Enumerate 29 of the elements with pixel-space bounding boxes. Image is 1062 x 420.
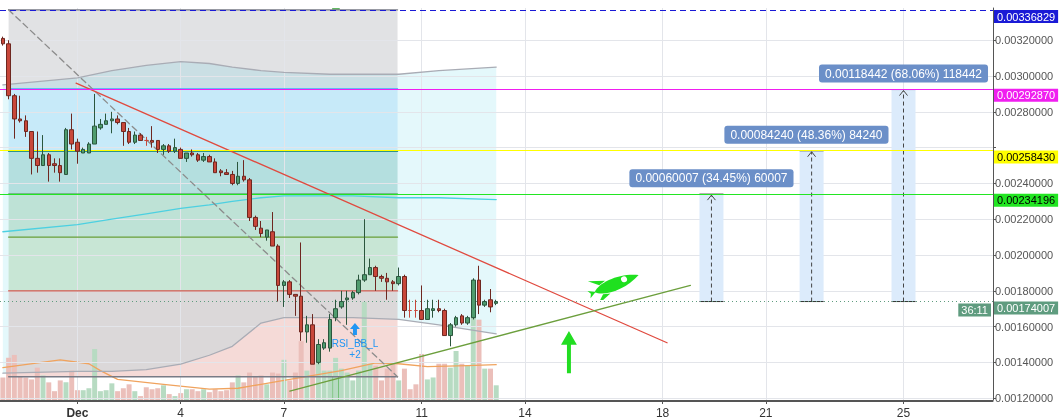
annotation: +2 xyxy=(349,349,362,361)
x-tick-label: 18 xyxy=(655,406,670,420)
y-tick-label: 0.00140000 xyxy=(995,356,1054,369)
annotation: 36:11 xyxy=(961,303,988,316)
ref-line-label: 0.00258430 xyxy=(997,150,1056,163)
x-tick-label: Dec xyxy=(66,406,89,420)
data-label: 0.00060007 (34.45%) 60007 xyxy=(635,171,788,186)
ref-line-label: 0.00336829 xyxy=(997,10,1056,23)
x-tick-label: 4 xyxy=(177,406,185,420)
y-tick-label: 0.00320000 xyxy=(995,34,1054,47)
data-label: 0.00084240 (48.36%) 84240 xyxy=(730,127,883,142)
data-label: 0.00118442 (68.06%) 118442 xyxy=(824,66,983,81)
y-tick-label: 0.00160000 xyxy=(995,320,1054,333)
y-tick-label: 0.00280000 xyxy=(995,105,1054,118)
ref-line-label: 0.00234196 xyxy=(997,194,1056,207)
x-tick-label: 21 xyxy=(759,406,773,420)
y-tick-label: 0.00180000 xyxy=(995,284,1054,297)
x-tick-label: 25 xyxy=(896,406,911,420)
y-tick-label: 0.00220000 xyxy=(995,213,1054,226)
y-tick-label: 0.00240000 xyxy=(995,177,1054,190)
y-tick-label: 0.00300000 xyxy=(995,70,1054,83)
x-tick-label: 11 xyxy=(415,406,429,420)
ref-line-label: 0.00292870 xyxy=(997,89,1056,102)
annotation: RSI_BB_L xyxy=(331,337,379,349)
x-tick-label: 14 xyxy=(518,406,532,420)
ref-line-label: 0.00174007 xyxy=(997,302,1056,315)
y-tick-label: 0.00120000 xyxy=(995,392,1054,405)
x-tick-label: 7 xyxy=(280,406,288,420)
y-tick-label: 0.00200000 xyxy=(995,249,1054,262)
